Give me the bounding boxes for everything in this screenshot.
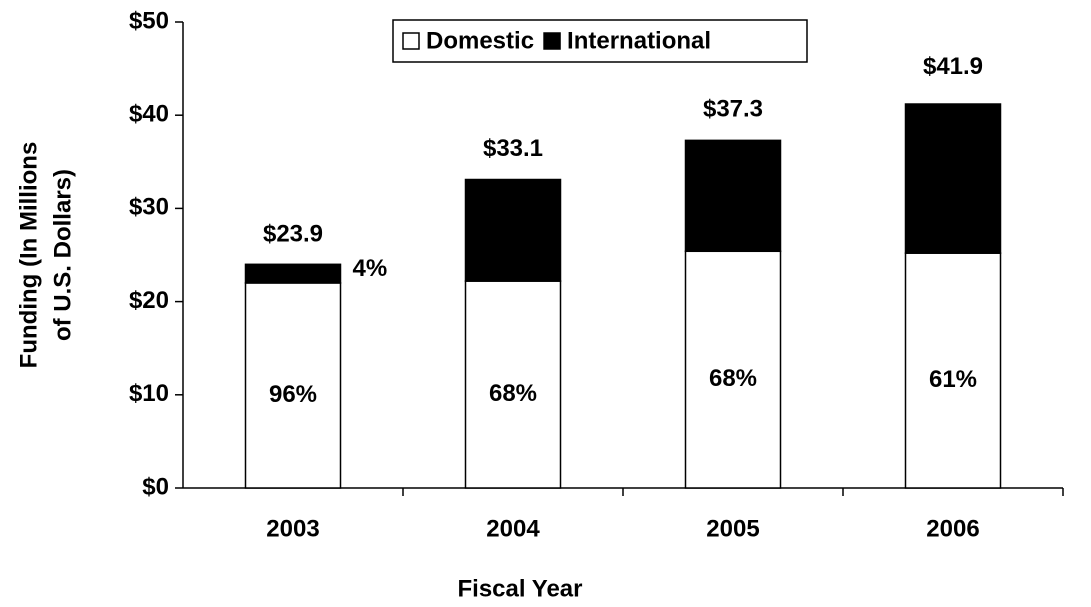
segment-label: 32%: [489, 212, 537, 239]
segment-label: 39%: [929, 160, 977, 187]
total-label: $37.3: [703, 96, 763, 123]
total-label: $23.9: [263, 221, 323, 248]
y-tick-label: $50: [129, 7, 169, 34]
bar-segment: [684, 139, 782, 253]
segment-label: 96%: [269, 381, 317, 408]
bar-segment: [904, 252, 1002, 489]
segment-label: 32%: [709, 177, 757, 204]
segment-label: 61%: [929, 366, 977, 393]
bar-segment: [904, 103, 1002, 254]
bar-segment: [244, 263, 342, 284]
total-label: $33.1: [483, 135, 543, 162]
x-tick-label: 2004: [486, 515, 540, 542]
y-tick-label: $10: [129, 380, 169, 407]
legend-box: [392, 19, 808, 63]
bar-segment: [464, 280, 562, 489]
bar-segment: [464, 178, 562, 282]
segment-label: 68%: [709, 365, 757, 392]
segment-label: 68%: [489, 380, 537, 407]
y-tick-label: $0: [142, 473, 169, 500]
x-axis-title: Fiscal Year: [458, 575, 583, 602]
legend-label: Domestic: [426, 27, 534, 54]
legend-label: International: [567, 27, 711, 54]
x-tick-label: 2003: [266, 515, 319, 542]
y-tick-label: $30: [129, 194, 169, 221]
y-tick-label: $40: [129, 101, 169, 128]
bar-segment: [244, 282, 342, 489]
legend-swatch: [402, 32, 420, 50]
legend-swatch: [543, 32, 561, 50]
y-axis-title: Funding (In Millions: [15, 142, 42, 369]
x-tick-label: 2006: [926, 515, 979, 542]
segment-label: 4%: [353, 255, 388, 282]
x-tick-label: 2005: [706, 515, 759, 542]
total-label: $41.9: [923, 53, 983, 80]
y-tick-label: $20: [129, 287, 169, 314]
y-axis-title: of U.S. Dollars): [49, 169, 76, 341]
